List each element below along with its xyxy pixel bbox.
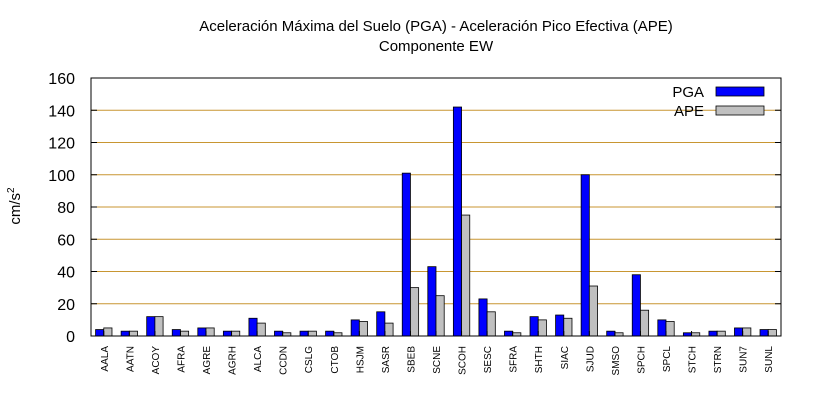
bar-pga-afra (171, 329, 181, 337)
bar-ape-cslg (307, 330, 317, 337)
x-tick-labels: AALA AATN ACOY AFRA AGRE AGRH ALCA CCDN CSLG CTOB… (100, 331, 775, 375)
bar-pga-ctob (325, 330, 335, 337)
y-tick-label: 160 (48, 71, 75, 88)
bar-pga-strn (708, 330, 718, 337)
bar-ape-scoh (461, 214, 471, 337)
bar-pga-spcl (657, 319, 667, 337)
bar-pga-sjud (580, 174, 590, 337)
bar-ape-agrh (231, 330, 241, 337)
x-tick-label: SCOH (458, 346, 469, 375)
bar-pga-acoy (146, 316, 156, 337)
bar-pga-agre (197, 327, 207, 337)
bar-pga-siac (555, 314, 565, 337)
bar-pga-scne (427, 266, 437, 337)
bar-ape-aala (103, 327, 113, 337)
x-tick-label: STRN (713, 346, 724, 373)
x-tick-label: AGRH (228, 346, 239, 375)
bar-ape-scne (435, 295, 445, 337)
legend-label-ape: APE (674, 103, 704, 120)
y-tick-label: 20 (57, 297, 75, 314)
x-tick-label: AFRA (176, 346, 187, 373)
x-tick-label: CTOB (330, 346, 341, 374)
bar-ape-sbeb (410, 287, 420, 337)
bar-ape-sesc (486, 311, 496, 337)
bar-ape-sunl (767, 329, 777, 337)
x-tick-label: SESC (483, 346, 494, 373)
chart-title-line2: Componente EW (379, 38, 494, 55)
grid-lines (91, 109, 781, 305)
bar-pga-alca (248, 317, 258, 337)
x-tick-label: AGRE (202, 346, 213, 375)
bar-ape-aatn (128, 330, 138, 337)
x-tick-label: SUNL (764, 346, 775, 373)
bar-pga-agrh (222, 330, 232, 337)
x-tick-label: HSJM (355, 346, 366, 373)
bar-pga-sun7 (734, 327, 744, 337)
bar-pga-sunl (759, 329, 769, 337)
y-axis-label: cm/s2 (6, 187, 24, 225)
x-tick-label: CSLG (304, 346, 315, 373)
x-tick-label: SIAC (560, 346, 571, 369)
bar-ape-sun7 (742, 327, 752, 337)
bar-ape-alca (256, 322, 266, 337)
x-tick-label: SPCL (662, 346, 673, 373)
x-tick-label: SJUD (585, 346, 596, 372)
bar-ape-sjud (588, 285, 598, 337)
bar-pga-aatn (120, 330, 130, 337)
bar-pga-spch (631, 274, 641, 337)
bar-pga-scoh (452, 106, 462, 337)
bar-ape-acoy (154, 316, 164, 337)
x-tick-label: SASR (381, 346, 392, 373)
x-tick-label: ACOY (151, 346, 162, 375)
bar-pga-ccdn (274, 330, 284, 337)
x-tick-label: SPCH (636, 346, 647, 374)
bar-pga-cslg (299, 330, 309, 337)
y-tick-label: 80 (57, 200, 75, 217)
bar-pga-shth (529, 316, 539, 337)
x-tick-label: CCDN (279, 346, 290, 375)
bar-ape-siac (563, 317, 573, 337)
bar-ape-sasr (384, 322, 394, 337)
x-tick-label: SFRA (509, 346, 520, 373)
bar-pga-sbeb (401, 172, 411, 337)
x-tick-label: SBEB (406, 346, 417, 373)
legend: PGA APE (672, 84, 765, 120)
legend-swatch-pga (715, 86, 765, 97)
bar-ape-agre (205, 327, 215, 337)
bar-ape-strn (716, 330, 726, 337)
bar-ape-hsjm (358, 321, 368, 337)
bar-pga-hsjm (350, 319, 360, 337)
bars (95, 106, 777, 337)
x-tick-label: SUN7 (739, 346, 750, 373)
bar-pga-sfra (504, 330, 514, 337)
legend-label-pga: PGA (672, 84, 704, 101)
legend-swatch-ape (715, 105, 765, 116)
bar-ape-shth (537, 319, 547, 337)
x-tick-label: SHTH (534, 346, 545, 373)
bar-pga-sesc (478, 298, 488, 337)
x-tick-label: AATN (125, 346, 136, 372)
x-tick-label: SMSO (611, 346, 622, 376)
y-tick-label: 120 (48, 136, 75, 153)
x-tick-label: STCH (688, 346, 699, 373)
x-tick-label: AALA (100, 346, 111, 372)
y-tick-label: 0 (66, 329, 75, 346)
bar-ape-spcl (665, 321, 675, 337)
bar-pga-aala (95, 329, 105, 337)
y-tick-label: 100 (48, 168, 75, 185)
bar-pga-smso (606, 330, 616, 337)
x-tick-label: SCNE (432, 346, 443, 374)
chart-title-line1: Aceleración Máxima del Suelo (PGA) - Ace… (199, 18, 673, 35)
y-tick-label: 140 (48, 103, 75, 120)
y-tick-labels: 0 20 40 60 80 100 120 140 160 (48, 71, 781, 346)
bar-ape-afra (180, 330, 190, 337)
x-tick-label: ALCA (253, 346, 264, 372)
y-tick-label: 60 (57, 232, 75, 249)
bar-pga-sasr (376, 311, 386, 337)
y-tick-label: 40 (57, 265, 75, 282)
bar-ape-spch (640, 309, 650, 337)
